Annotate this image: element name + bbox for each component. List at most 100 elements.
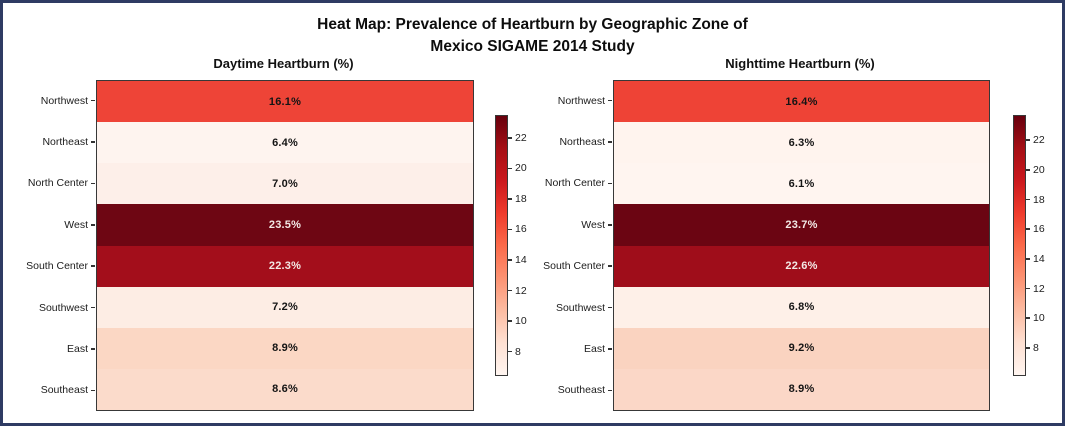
colorbar-tick-label: 18: [1033, 193, 1045, 206]
row-label: Southeast: [3, 370, 95, 411]
axis-tick: [608, 182, 612, 185]
heatmap-cell: 6.4%: [97, 122, 473, 164]
heatmap-cell: 7.0%: [97, 163, 473, 205]
colorbar-tick: 16: [508, 223, 527, 235]
heatmap-cell: 8.6%: [97, 368, 473, 410]
axis-tick: [608, 348, 612, 350]
row-label-text: Northwest: [40, 94, 88, 107]
tick-dash: [1026, 347, 1030, 349]
row-label-text: West: [64, 218, 88, 231]
heatmap-cell: 9.2%: [614, 327, 989, 369]
cell-value: 8.9%: [272, 342, 298, 355]
row-label-text: Northeast: [559, 136, 605, 149]
axis-tick: [608, 99, 612, 102]
y-axis-labels-nighttime: Northwest Northeast North Center West So…: [520, 80, 612, 411]
row-label: South Center: [3, 246, 95, 287]
colorbar-tick: 20: [508, 162, 527, 174]
row-label-text: Northwest: [557, 94, 605, 107]
colorbar-tick-label: 12: [515, 284, 527, 297]
cell-value: 16.4%: [785, 95, 818, 108]
heatmap-cell: 6.8%: [614, 286, 989, 328]
cell-value: 6.3%: [788, 136, 815, 149]
cell-value: 22.6%: [785, 260, 818, 273]
axis-tick: [608, 265, 612, 267]
row-label-text: Southwest: [38, 301, 88, 314]
cell-value: 6.1%: [788, 177, 815, 190]
cell-value: 8.6%: [272, 383, 298, 396]
colorbar-tick-label: 22: [515, 131, 527, 144]
heatmap-nighttime: 16.4% 6.3% 6.1% 23.7% 22.6% 6.8% 9.2% 8.…: [613, 80, 990, 411]
cell-value: 22.3%: [268, 260, 302, 273]
row-label-text: North Center: [27, 177, 88, 190]
cell-value: 9.2%: [788, 342, 815, 355]
tick-dash: [508, 228, 512, 231]
row-label: West: [520, 204, 612, 245]
axis-tick: [91, 306, 95, 309]
cell-value: 6.4%: [272, 136, 298, 149]
figure-title-line1: Heat Map: Prevalence of Heartburn by Geo…: [317, 16, 748, 33]
colorbar-tick: 14: [508, 254, 527, 266]
colorbar-tick: 18: [1026, 194, 1045, 206]
colorbar-ticks-daytime: 22 20 18 16 14 12 10 8: [508, 115, 542, 376]
row-label: Southeast: [520, 370, 612, 411]
colorbar-tick-label: 8: [515, 345, 521, 358]
tick-dash: [508, 167, 512, 170]
row-label-text: Southwest: [555, 301, 605, 314]
cell-value: 6.8%: [788, 301, 815, 314]
colorbar-tick-label: 22: [1033, 134, 1045, 147]
figure-title: Heat Map: Prevalence of Heartburn by Geo…: [3, 14, 1062, 58]
colorbar-tick: 18: [508, 193, 527, 205]
colorbar-ticks-nighttime: 22 20 18 16 14 12 10 8: [1026, 115, 1060, 376]
axis-tick: [91, 389, 95, 392]
colorbar-tick: 8: [508, 346, 521, 358]
axis-tick: [91, 265, 95, 267]
row-label-text: Southeast: [40, 384, 88, 397]
heatmap-cell: 6.3%: [614, 122, 989, 164]
colorbar-tick-label: 10: [515, 315, 527, 328]
heatmap-cell: 16.1%: [97, 81, 473, 123]
row-label: Northeast: [3, 121, 95, 162]
tick-dash: [1026, 317, 1030, 319]
colorbar-tick-label: 14: [1033, 252, 1045, 265]
row-label: East: [520, 328, 612, 369]
colorbar-tick: 10: [508, 315, 527, 327]
axis-tick: [608, 141, 612, 143]
tick-dash: [1026, 139, 1030, 141]
heatmap-daytime: 16.1% 6.4% 7.0% 23.5% 22.3% 7.2% 8.9% 8.…: [96, 80, 474, 411]
tick-dash: [508, 320, 512, 322]
row-label: Northeast: [520, 121, 612, 162]
colorbar-tick: 12: [508, 285, 527, 297]
row-label-text: Southeast: [557, 384, 605, 397]
row-label: South Center: [520, 246, 612, 287]
row-label-text: East: [66, 342, 88, 355]
axis-tick: [608, 306, 612, 309]
figure-title-line2: Mexico SIGAME 2014 Study: [430, 38, 635, 55]
row-label: Northwest: [520, 80, 612, 121]
axis-tick: [91, 141, 95, 143]
cell-value: 7.2%: [272, 301, 298, 314]
colorbar-tick-label: 16: [515, 223, 527, 236]
y-axis-labels-daytime: Northwest Northeast North Center West So…: [3, 80, 95, 411]
tick-dash: [508, 137, 512, 139]
heatmap-cell: 6.1%: [614, 163, 989, 205]
colorbar-tick: 8: [1026, 342, 1039, 354]
cell-value: 23.7%: [785, 218, 818, 231]
row-label: West: [3, 204, 95, 245]
colorbar-tick: 10: [1026, 312, 1045, 324]
row-label: East: [3, 328, 95, 369]
row-label-text: West: [581, 218, 605, 231]
heatmap-cell: 22.3%: [97, 245, 473, 287]
row-label: North Center: [3, 163, 95, 204]
colorbar-tick-label: 14: [515, 254, 527, 266]
tick-dash: [1026, 228, 1030, 230]
colorbar-tick-label: 10: [1033, 312, 1045, 325]
row-label: North Center: [520, 163, 612, 204]
heatmap-cell: 8.9%: [97, 327, 473, 369]
cell-value: 8.9%: [788, 383, 815, 396]
axis-tick: [608, 389, 612, 392]
tick-dash: [1026, 258, 1030, 260]
colorbar-tick: 16: [1026, 223, 1045, 235]
heatmap-cell: 8.9%: [614, 368, 989, 410]
colorbar-tick-label: 20: [1033, 163, 1045, 176]
panel-title-nighttime: Nighttime Heartburn (%): [725, 56, 875, 71]
